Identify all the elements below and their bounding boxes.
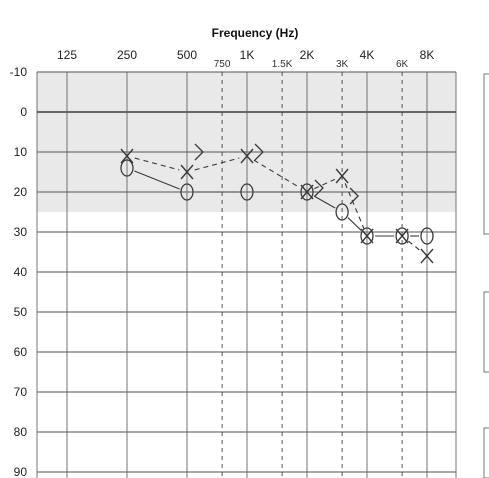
x-tick-label: 1K xyxy=(240,48,255,62)
y-tick-label: 90 xyxy=(14,465,28,478)
x-tick-label: 250 xyxy=(117,48,137,62)
circle-mark xyxy=(395,227,409,245)
y-tick-label: 10 xyxy=(14,145,28,159)
y-tick-label: -10 xyxy=(10,65,28,79)
x-inter-tick-label: 1.5K xyxy=(272,59,293,70)
y-tick-label: 0 xyxy=(20,105,27,119)
cross-mark xyxy=(180,164,194,180)
y-tick-label: 20 xyxy=(14,185,28,199)
bracket-mark xyxy=(314,179,324,197)
y-axis-ticks: -10 0 10 20 30 40 50 60 70 80 90 xyxy=(10,65,28,478)
x-tick-label: 2K xyxy=(300,48,315,62)
x-inter-tick-label: 750 xyxy=(214,59,231,70)
chart-title: Frequency (Hz) xyxy=(212,26,299,40)
x-tick-label: 8K xyxy=(420,48,435,62)
series-connector xyxy=(194,157,240,171)
x-tick-label: 125 xyxy=(57,48,77,62)
circle-mark xyxy=(240,183,254,201)
y-tick-label: 30 xyxy=(14,225,28,239)
legend-frame xyxy=(483,291,489,373)
cross-series xyxy=(120,148,434,264)
bracket-mark xyxy=(254,143,264,161)
legend-frame xyxy=(483,73,489,235)
cross-mark xyxy=(335,168,349,184)
cross-mark xyxy=(420,248,434,264)
y-tick-label: 40 xyxy=(14,265,28,279)
y-tick-label: 80 xyxy=(14,425,28,439)
cross-mark xyxy=(395,228,409,244)
cross-mark xyxy=(360,228,374,244)
x-tick-label: 4K xyxy=(360,48,375,62)
y-tick-label: 60 xyxy=(14,345,28,359)
circle-mark xyxy=(335,203,349,221)
y-tick-label: 70 xyxy=(14,385,28,399)
right-margin-legend-frames xyxy=(483,73,489,478)
circle-mark xyxy=(300,183,314,201)
chart-grid xyxy=(36,71,457,478)
cross-mark xyxy=(240,148,254,164)
circle-mark xyxy=(420,227,434,245)
series-connector xyxy=(314,178,336,190)
y-tick-label: 50 xyxy=(14,305,28,319)
series-connector xyxy=(313,195,336,209)
normal-hearing-band xyxy=(37,72,456,212)
bracket-mark xyxy=(349,187,360,205)
x-inter-tick-label: 3K xyxy=(336,59,349,70)
legend-frame xyxy=(483,427,489,478)
x-tick-label: 500 xyxy=(177,48,197,62)
series-connector xyxy=(407,240,422,252)
cross-mark xyxy=(120,148,134,164)
series-connector xyxy=(347,217,362,231)
bracket-series xyxy=(194,143,360,205)
series-connector xyxy=(344,183,365,229)
circle-series xyxy=(120,159,434,245)
normal-zone-shade xyxy=(37,72,456,212)
x-inter-tick-label: 6K xyxy=(396,59,409,70)
bracket-mark xyxy=(194,143,204,161)
circle-mark xyxy=(180,183,194,201)
circle-mark xyxy=(360,227,374,245)
x-axis-ticks: 125 250 500 1K 2K 4K 8K 750 1.5K 3K 6K xyxy=(57,48,434,70)
cross-mark xyxy=(300,184,314,200)
series-connector xyxy=(134,170,180,190)
series-connector xyxy=(134,157,180,171)
circle-mark xyxy=(120,159,134,177)
chart-series xyxy=(120,143,434,264)
